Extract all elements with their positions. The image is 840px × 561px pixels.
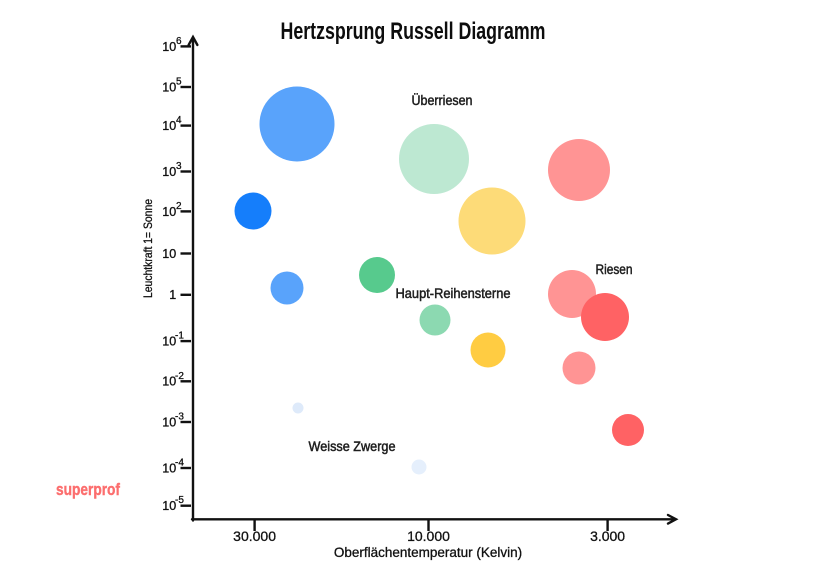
svg-text:3: 3 bbox=[176, 161, 182, 172]
svg-text:Leuchtkraft 1= Sonne: Leuchtkraft 1= Sonne bbox=[141, 199, 155, 298]
svg-text:-2: -2 bbox=[175, 371, 184, 382]
svg-text:6: 6 bbox=[176, 36, 182, 47]
svg-text:10: 10 bbox=[162, 461, 176, 475]
svg-text:5: 5 bbox=[176, 77, 182, 88]
svg-text:3.000: 3.000 bbox=[590, 528, 625, 544]
svg-text:Haupt-Reihensterne: Haupt-Reihensterne bbox=[396, 285, 511, 301]
svg-text:Weisse Zwerge: Weisse Zwerge bbox=[309, 438, 396, 454]
svg-text:10: 10 bbox=[162, 80, 176, 94]
svg-text:-3: -3 bbox=[175, 412, 184, 423]
svg-text:Hertzsprung Russell Diagramm: Hertzsprung Russell Diagramm bbox=[281, 18, 546, 45]
svg-text:10: 10 bbox=[162, 205, 176, 219]
svg-text:10: 10 bbox=[162, 40, 176, 54]
svg-text:10: 10 bbox=[162, 119, 176, 133]
svg-text:2: 2 bbox=[176, 201, 182, 212]
svg-text:4: 4 bbox=[176, 115, 182, 126]
svg-text:superprof: superprof bbox=[56, 481, 120, 499]
svg-text:10: 10 bbox=[162, 335, 176, 349]
svg-text:1: 1 bbox=[169, 288, 176, 302]
svg-text:10: 10 bbox=[162, 375, 176, 389]
svg-text:10: 10 bbox=[162, 165, 176, 179]
svg-text:Überriesen: Überriesen bbox=[412, 91, 473, 108]
svg-text:10: 10 bbox=[162, 247, 176, 261]
svg-text:Oberflächentemperatur (Kelvin): Oberflächentemperatur (Kelvin) bbox=[334, 545, 522, 560]
svg-text:-4: -4 bbox=[175, 458, 184, 469]
svg-text:-1: -1 bbox=[175, 331, 184, 342]
svg-text:10: 10 bbox=[162, 499, 176, 513]
svg-text:Riesen: Riesen bbox=[596, 261, 633, 277]
svg-text:10: 10 bbox=[162, 415, 176, 429]
svg-text:-5: -5 bbox=[175, 495, 184, 506]
svg-text:10.000: 10.000 bbox=[407, 528, 450, 544]
svg-text:30.000: 30.000 bbox=[233, 528, 276, 544]
